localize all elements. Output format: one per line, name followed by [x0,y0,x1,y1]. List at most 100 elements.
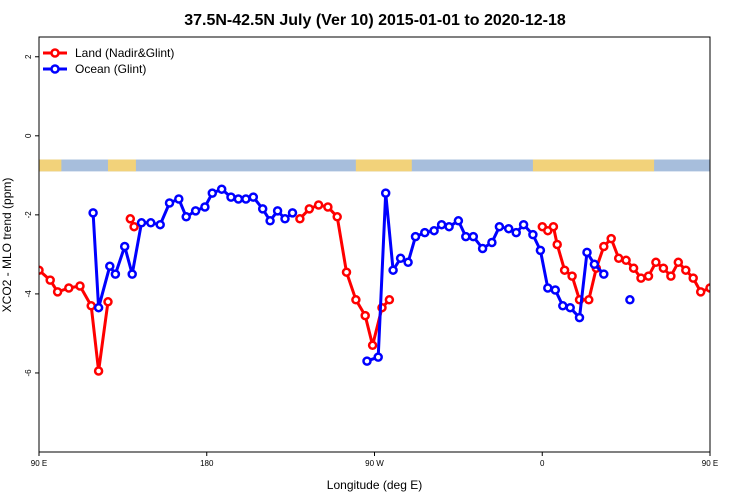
data-point [52,287,63,297]
data-point [681,265,691,275]
data-point [146,218,156,228]
data-point [740,298,747,305]
data-point [518,219,529,230]
data-point [494,221,505,232]
data-point [705,283,710,293]
legend-marker [50,64,60,74]
y-tick-label: 2 [24,54,33,59]
chart-title: 37.5N-42.5N July (Ver 10) 2015-01-01 to … [184,12,566,29]
data-point [64,283,74,293]
data-point [429,225,439,236]
data-point [453,216,464,226]
legend-label: Ocean (Glint) [75,62,146,76]
data-point [93,366,104,376]
data-point [528,229,538,240]
data-point [367,340,378,351]
data-point [621,255,631,266]
data-point [125,214,136,224]
data-point [666,271,676,281]
data-point [613,253,624,264]
data-point [503,223,514,234]
legend-marker [50,48,60,58]
data-point [384,295,395,305]
map-land [39,159,62,172]
data-point [468,231,479,242]
data-point [643,271,654,281]
y-tick-label: -6 [24,369,33,377]
data-point [625,295,635,305]
data-point [716,281,723,288]
data-point [119,241,130,252]
y-tick-label: 0 [24,133,33,138]
data-point [444,221,454,232]
data-point [362,356,372,366]
x-tick-label: 90 W [365,459,384,468]
data-point [351,295,361,305]
data-point [295,214,305,224]
data-point [304,204,315,214]
data-point [233,194,244,204]
data-point [731,304,738,311]
data-point [723,302,730,309]
plot-frame [38,36,711,453]
data-point [651,257,661,268]
data-point [190,206,201,216]
data-point [216,184,227,194]
data-point [136,218,147,228]
data-point [511,227,521,238]
data-point [103,297,113,307]
data-point [628,263,639,273]
legend-label: Land (Nadir&Glint) [75,46,174,60]
data-point [636,273,646,283]
data-point [207,188,218,198]
x-axis: 90 E 180 90 W 0 90 E [31,452,718,468]
data-point [164,198,175,208]
series-line [729,199,750,308]
data-point [155,219,165,230]
data-point [257,204,268,214]
data-point [436,219,447,230]
x-tick-label: 90 E [702,459,718,468]
data-point [287,208,298,218]
legend: Land (Nadir&Glint) Ocean (Glint) [43,46,174,76]
y-axis: 2 0 -2 -4 -6 [24,54,39,377]
data-point [487,237,497,248]
data-point [582,247,592,258]
y-axis-label: XCO2 - MLO trend (ppm) [0,178,14,313]
data-point [410,231,421,242]
data-point [673,257,684,268]
x-axis-label: Longitude (deg E) [327,478,422,492]
data-point [606,233,616,244]
data-point [265,216,275,226]
world-map-strip [39,159,710,172]
data-point [742,263,749,270]
data-point [461,231,471,242]
data-point [174,194,184,204]
data-point [323,202,333,212]
data-point [181,212,191,222]
data-point [88,208,98,218]
map-land [355,159,412,172]
data-point [45,275,55,285]
data-point [688,273,698,283]
data-point [535,245,546,256]
data-point [75,281,85,291]
data-point [272,206,283,216]
series-layer [39,184,750,376]
data-point [313,200,324,210]
data-point [695,287,706,297]
data-point [127,269,137,279]
data-point [388,265,398,275]
data-point [241,194,251,204]
data-point [341,267,352,277]
data-point [86,301,96,311]
data-point [420,227,430,238]
data-point [731,368,738,375]
data-point [395,253,406,264]
data-point [332,212,342,222]
data-point [725,209,732,216]
data-point [248,192,259,202]
data-point [226,192,236,202]
data-point [39,265,44,275]
data-point [550,285,561,295]
